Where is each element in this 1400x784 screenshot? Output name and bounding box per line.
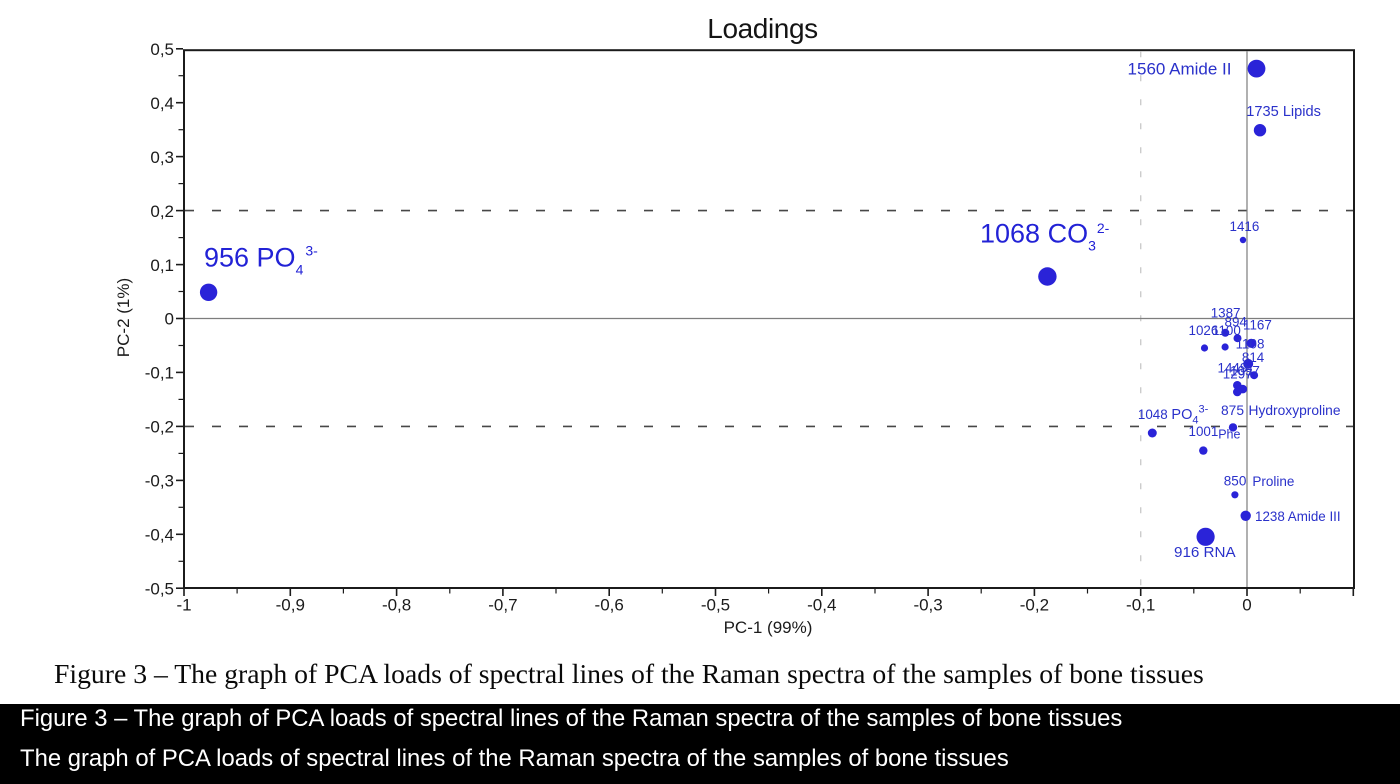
svg-text:1026: 1026 — [1189, 323, 1219, 338]
svg-text:894: 894 — [1225, 315, 1248, 330]
svg-text:1297: 1297 — [1223, 367, 1253, 382]
svg-text:0,3: 0,3 — [150, 148, 174, 167]
svg-text:-0,1: -0,1 — [145, 364, 174, 383]
svg-text:850: 850 — [1224, 474, 1247, 489]
svg-text:Loadings: Loadings — [707, 13, 817, 44]
svg-text:-1: -1 — [176, 596, 191, 615]
svg-text:-0,1: -0,1 — [1126, 596, 1155, 615]
svg-text:1167: 1167 — [1243, 318, 1272, 333]
svg-text:1108: 1108 — [1236, 336, 1265, 351]
svg-text:-0,8: -0,8 — [382, 596, 411, 615]
svg-text:1068 CO32-: 1068 CO32- — [980, 219, 1110, 254]
svg-text:0: 0 — [1242, 596, 1251, 615]
svg-text:814: 814 — [1242, 350, 1265, 365]
svg-text:956 PO43-: 956 PO43- — [204, 243, 318, 278]
svg-text:0,4: 0,4 — [150, 94, 174, 113]
svg-text:1387: 1387 — [1211, 306, 1241, 321]
svg-text:1048 PO43-: 1048 PO43- — [1138, 404, 1209, 427]
svg-text:1560 Amide II: 1560 Amide II — [1128, 59, 1232, 78]
svg-text:1100: 1100 — [1212, 323, 1241, 338]
svg-text:PC-1 (99%): PC-1 (99%) — [724, 618, 813, 637]
svg-text:-0,3: -0,3 — [145, 472, 174, 491]
svg-text:916 RNA: 916 RNA — [1174, 544, 1236, 561]
svg-text:0,5: 0,5 — [150, 40, 174, 59]
svg-text:-0,2: -0,2 — [1020, 596, 1049, 615]
svg-text:-0,3: -0,3 — [913, 596, 942, 615]
svg-text:-0,4: -0,4 — [807, 596, 836, 615]
svg-text:1416: 1416 — [1230, 219, 1260, 234]
svg-text:-0,2: -0,2 — [145, 418, 174, 437]
svg-text:1001: 1001 — [1189, 424, 1219, 439]
svg-text:-0,6: -0,6 — [595, 596, 624, 615]
svg-text:Phe: Phe — [1218, 428, 1240, 442]
svg-text:-0,4: -0,4 — [145, 526, 174, 545]
svg-text:1735 Lipids: 1735 Lipids — [1246, 104, 1321, 120]
svg-text:0,2: 0,2 — [150, 202, 174, 221]
svg-text:1238 Amide III: 1238 Amide III — [1255, 509, 1341, 524]
svg-text:0,1: 0,1 — [150, 256, 174, 275]
svg-text:Proline: Proline — [1252, 474, 1294, 489]
svg-text:Hydroxyproline: Hydroxyproline — [1249, 403, 1341, 418]
svg-text:-0,5: -0,5 — [145, 580, 174, 599]
svg-text:0: 0 — [165, 310, 174, 329]
svg-text:875: 875 — [1221, 403, 1244, 418]
svg-text:1097: 1097 — [1230, 364, 1260, 379]
svg-text:-0,5: -0,5 — [701, 596, 730, 615]
svg-text:1449: 1449 — [1218, 361, 1248, 376]
svg-text:-0,9: -0,9 — [276, 596, 305, 615]
svg-text:PC-2 (1%): PC-2 (1%) — [114, 278, 133, 357]
svg-text:-0,7: -0,7 — [488, 596, 517, 615]
